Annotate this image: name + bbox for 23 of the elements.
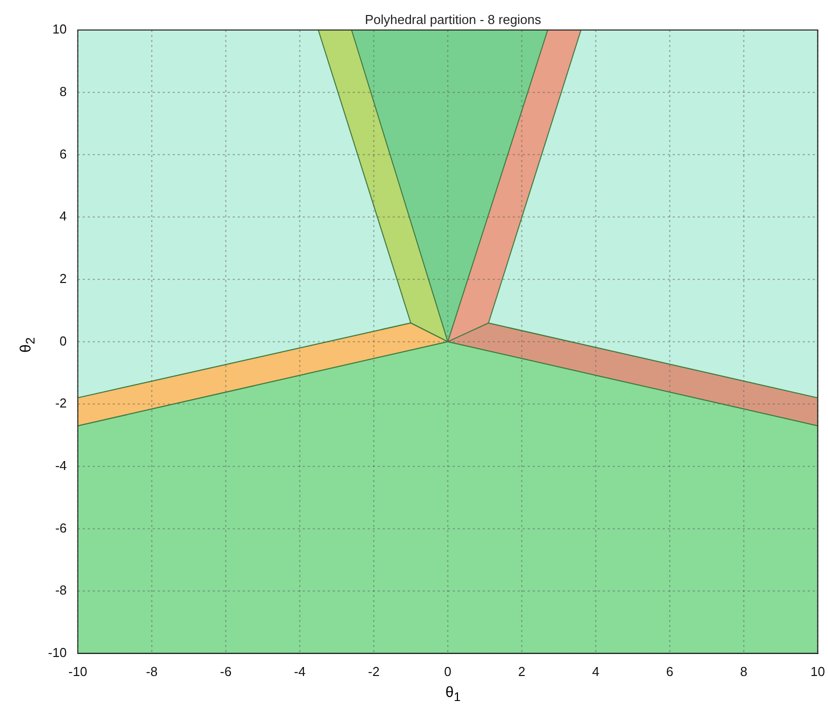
y-tick-label: 6 [60, 146, 67, 162]
chart-title: Polyhedral partition - 8 regions [364, 12, 542, 27]
x-tick-label: 2 [518, 664, 526, 679]
y-tick-label: -8 [55, 582, 67, 598]
y-tick-label: 4 [60, 208, 67, 224]
y-tick-label: -10 [48, 644, 67, 660]
x-tick-label: 4 [592, 664, 600, 679]
x-tick-label: -2 [368, 664, 380, 679]
x-tick-label: 8 [740, 664, 748, 679]
y-tick-label: -4 [55, 458, 67, 473]
x-tick-label: 6 [666, 664, 674, 679]
x-tick-label: 10 [810, 664, 826, 679]
y-tick-label: -2 [55, 396, 67, 411]
y-tick-label: 0 [60, 333, 67, 348]
y-tick-label: -6 [55, 520, 67, 536]
y-tick-label: 8 [60, 84, 67, 99]
x-axis-title: θ$_{1}$ [444, 684, 462, 704]
x-tick-label: -4 [294, 664, 306, 679]
x-tick-label: -8 [146, 664, 158, 679]
x-tick-label: -6 [220, 664, 232, 679]
y-tick-label: 10 [52, 22, 67, 37]
y-tick-label: 2 [60, 270, 67, 286]
x-tick-label: 0 [444, 664, 452, 679]
